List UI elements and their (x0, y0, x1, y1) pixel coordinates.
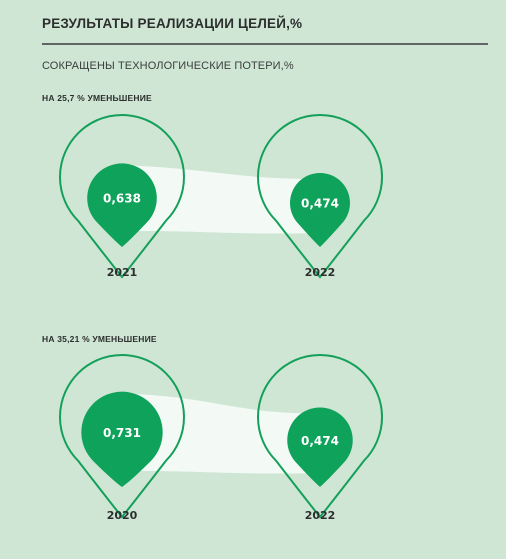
chart-2-label: НА 35,21 % УМЕНЬШЕНИЕ (42, 334, 157, 344)
chart-2-bubble-2020 (81, 391, 163, 487)
chart-1-bubble-2021 (87, 163, 157, 247)
chart-1-outline-2021 (59, 114, 185, 279)
chart-1-value-label-2022: 0,474 (301, 197, 339, 211)
chart-2-year-label-2020: 2020 (107, 509, 138, 522)
page-subtitle: СОКРАЩЕНЫ ТЕХНОЛОГИЧЕСКИЕ ПОТЕРИ,% (42, 60, 294, 72)
chart-2-year-label-2022: 2022 (305, 509, 336, 522)
chart-1-year-label-2021: 2021 (107, 266, 138, 279)
chart-1-outline-2022 (257, 114, 383, 279)
chart-1-bubble-2022 (290, 173, 350, 247)
chart-2-outline-2020 (59, 354, 185, 519)
chart-1-label: НА 25,7 % УМЕНЬШЕНИЕ (42, 93, 152, 103)
chart-1-year-label-2022: 2022 (305, 266, 336, 279)
chart-2-outline-2022 (257, 354, 383, 519)
chart-2-value-label-2020: 0,731 (103, 426, 141, 440)
chart-1-value-label-2021: 0,638 (103, 192, 141, 206)
title-divider (42, 43, 488, 45)
chart-2-connector-band (128, 393, 322, 474)
page-title: РЕЗУЛЬТАТЫ РЕАЛИЗАЦИИ ЦЕЛЕЙ,% (42, 16, 303, 31)
chart-2-bubble-2022 (287, 407, 353, 487)
chart-2-value-label-2022: 0,474 (301, 434, 339, 448)
